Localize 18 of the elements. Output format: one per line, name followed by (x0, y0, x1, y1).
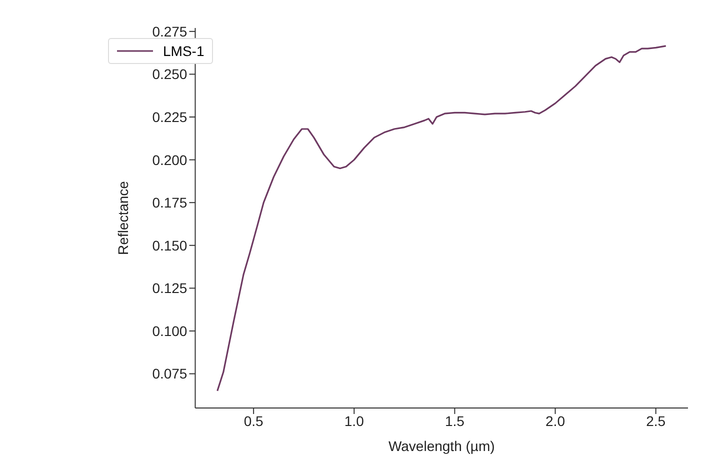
x-tick-label: 1.0 (344, 412, 364, 429)
y-tick-label: 0.200 (152, 152, 188, 168)
x-tick-label: 2.5 (646, 412, 666, 429)
x-tick-label: 1.5 (444, 412, 465, 429)
y-tick-label: 0.225 (152, 108, 188, 125)
legend-label: LMS-1 (163, 43, 204, 59)
y-tick-label: 0.150 (152, 237, 188, 254)
y-axis-title: Reflectance (115, 180, 132, 255)
y-tick-label: 0.125 (152, 280, 188, 296)
x-tick-label: 0.5 (244, 412, 264, 429)
x-axis-title: Wavelength (µm) (388, 438, 495, 454)
y-tick-label: 0.275 (152, 23, 188, 40)
line-series (216, 45, 667, 392)
y-tick-label: 0.175 (152, 194, 188, 211)
y-tick-label: 0.250 (152, 66, 188, 82)
y-tick-label: 0.100 (152, 322, 188, 339)
y-tick-label: 0.075 (152, 366, 188, 382)
x-tick-label: 2.0 (546, 412, 566, 429)
